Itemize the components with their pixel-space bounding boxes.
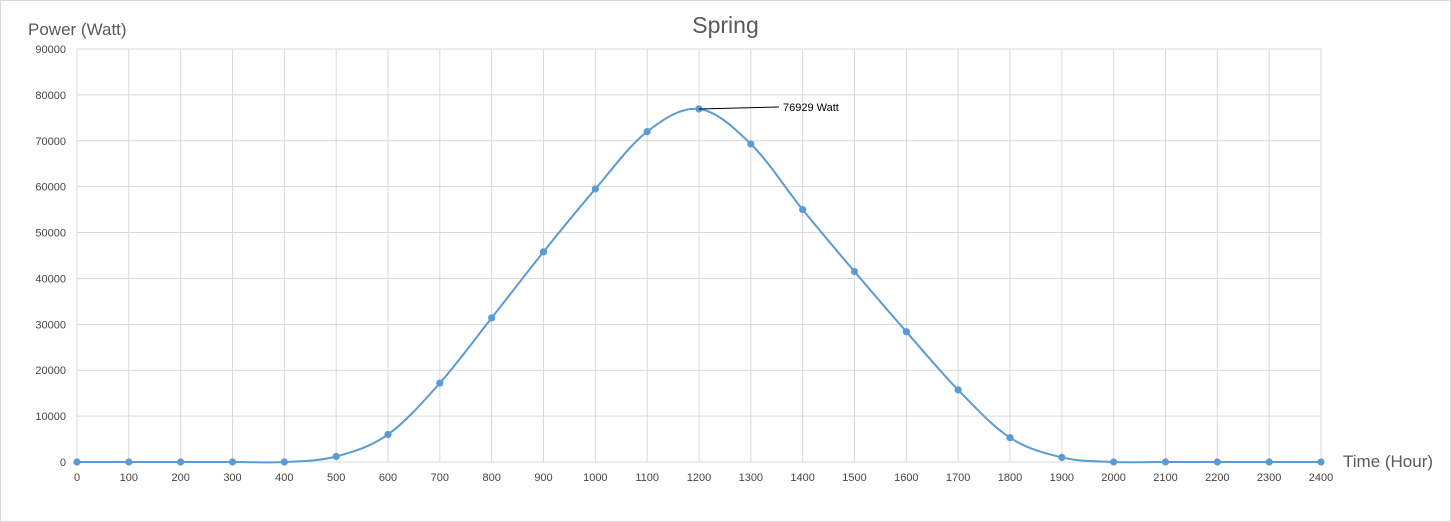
data-points xyxy=(73,105,1325,466)
data-point xyxy=(1265,458,1273,466)
x-tick-label: 1200 xyxy=(687,472,711,484)
y-tick-label: 90000 xyxy=(35,44,66,56)
y-tick-label: 70000 xyxy=(35,136,66,148)
x-tick-label: 2300 xyxy=(1257,472,1281,484)
data-point xyxy=(488,314,496,322)
x-tick-label: 1800 xyxy=(998,472,1022,484)
data-point xyxy=(799,206,807,214)
data-point xyxy=(436,379,444,387)
data-point xyxy=(1006,434,1014,442)
x-tick-label: 100 xyxy=(120,472,138,484)
x-tick-label: 1500 xyxy=(842,472,866,484)
x-tick-label: 1100 xyxy=(635,472,659,484)
data-point xyxy=(228,458,237,466)
x-tick-label: 1000 xyxy=(583,472,607,484)
data-point xyxy=(747,140,755,148)
data-point xyxy=(591,185,599,193)
x-tick-label: 300 xyxy=(223,472,241,484)
data-point xyxy=(1161,458,1170,466)
data-point xyxy=(1110,458,1118,466)
x-tick-label: 700 xyxy=(431,472,449,484)
y-tick-label: 50000 xyxy=(35,228,66,240)
y-tick-label: 30000 xyxy=(35,319,66,331)
peak-annotation: 76929 Watt xyxy=(698,102,839,114)
data-point xyxy=(177,458,185,466)
data-point xyxy=(1213,458,1221,466)
x-tick-label: 900 xyxy=(534,472,552,484)
x-tick-label: 800 xyxy=(482,472,500,484)
data-point xyxy=(954,386,962,394)
x-tick-label: 1700 xyxy=(946,472,970,484)
data-point xyxy=(539,248,548,256)
y-tick-label: 20000 xyxy=(35,365,66,377)
data-point xyxy=(1317,458,1325,466)
data-point xyxy=(902,328,910,336)
x-tick-label: 400 xyxy=(275,472,293,484)
data-point xyxy=(850,267,859,276)
data-point xyxy=(125,458,133,466)
x-axis-ticks: 0 100 200 300 400 500 600 700 800 900 1000 1100 1200… xyxy=(74,472,1333,484)
x-tick-label: 500 xyxy=(327,472,345,484)
x-tick-label: 600 xyxy=(379,472,397,484)
y-tick-label: 80000 xyxy=(35,90,66,102)
x-tick-label: 0 xyxy=(74,472,80,484)
x-tick-label: 1300 xyxy=(739,472,763,484)
y-axis-ticks: 0 10000 20000 30000 40000 50000 60000 70000 8000… xyxy=(35,44,66,469)
x-tick-label: 2000 xyxy=(1101,472,1125,484)
data-point xyxy=(1058,453,1066,462)
x-tick-label: 1600 xyxy=(894,472,918,484)
y-tick-label: 0 xyxy=(60,457,66,469)
annotation-leader-line xyxy=(698,106,780,110)
x-axis-title: Time (Hour) xyxy=(1343,452,1434,471)
x-tick-label: 200 xyxy=(171,472,189,484)
annotation-label: 76929 Watt xyxy=(783,102,839,114)
x-tick-label: 1900 xyxy=(1050,472,1074,484)
x-tick-label: 1400 xyxy=(790,472,814,484)
data-point xyxy=(332,452,340,461)
x-tick-label: 2400 xyxy=(1309,472,1333,484)
x-tick-label: 2100 xyxy=(1153,472,1177,484)
y-tick-label: 60000 xyxy=(35,182,66,194)
vertical-gridlines xyxy=(76,49,1322,462)
x-tick-label: 2200 xyxy=(1205,472,1229,484)
data-point xyxy=(643,128,651,136)
y-tick-label: 10000 xyxy=(35,411,66,423)
y-axis-title: Power (Watt) xyxy=(28,20,127,39)
chart-title: Spring xyxy=(692,12,759,38)
data-point xyxy=(73,458,81,466)
data-point xyxy=(280,458,288,466)
y-tick-label: 40000 xyxy=(35,273,66,285)
data-point xyxy=(384,430,392,439)
